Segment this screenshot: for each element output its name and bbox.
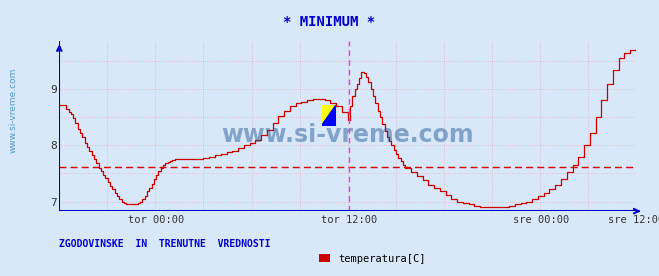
- Text: www.si-vreme.com: www.si-vreme.com: [221, 123, 474, 147]
- Legend: temperatura[C]: temperatura[C]: [315, 250, 430, 268]
- Polygon shape: [322, 105, 336, 126]
- Text: www.si-vreme.com: www.si-vreme.com: [9, 68, 18, 153]
- Polygon shape: [322, 105, 336, 126]
- Text: * MINIMUM *: * MINIMUM *: [283, 15, 376, 29]
- Polygon shape: [322, 105, 336, 126]
- Text: ZGODOVINSKE  IN  TRENUTNE  VREDNOSTI: ZGODOVINSKE IN TRENUTNE VREDNOSTI: [59, 239, 271, 249]
